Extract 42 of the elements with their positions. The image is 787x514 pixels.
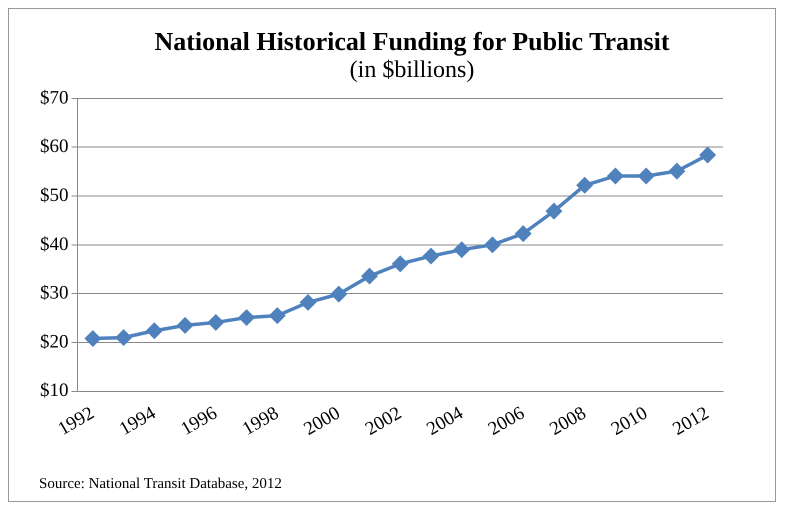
point — [270, 308, 286, 324]
point — [669, 163, 685, 179]
point — [484, 237, 500, 253]
point — [300, 294, 316, 310]
point — [608, 168, 624, 184]
y-tick-label: $20 — [40, 331, 68, 352]
y-tick-label: $30 — [40, 282, 68, 304]
point — [177, 318, 193, 334]
x-tick-label: 2010 — [608, 402, 652, 440]
x-tick-label: 1994 — [116, 402, 160, 440]
point — [700, 147, 716, 163]
point — [362, 268, 378, 284]
point — [576, 178, 592, 194]
point — [454, 242, 470, 258]
point — [208, 314, 224, 330]
chart-subtitle: (in $billions) — [348, 57, 476, 84]
y-tick-label: $60 — [40, 136, 68, 158]
x-tick-label: 2002 — [362, 402, 406, 440]
x-tick-label: 2004 — [423, 402, 468, 440]
point — [146, 322, 162, 338]
point — [331, 286, 347, 302]
source-note: Source: National Transit Database, 2012 — [39, 476, 282, 493]
x-tick-label: 2006 — [484, 402, 528, 440]
x-tick-label: 1996 — [177, 402, 221, 440]
point — [116, 330, 132, 346]
point — [638, 168, 654, 184]
x-tick-label: 2012 — [669, 402, 713, 440]
y-tick-label: $40 — [40, 234, 68, 255]
x-tick-label: 1992 — [54, 402, 98, 440]
x-tick-label: 2008 — [546, 402, 590, 440]
y-tick-label: $50 — [40, 185, 68, 206]
y-tick-label: $70 — [40, 87, 68, 108]
x-tick-label: 2000 — [300, 402, 344, 440]
point — [85, 330, 101, 346]
point — [546, 203, 562, 219]
point — [392, 256, 408, 272]
point — [238, 310, 254, 326]
point — [423, 248, 439, 264]
chart-title: National Historical Funding for Public Transit — [154, 27, 670, 57]
point — [515, 226, 531, 242]
x-tick-label: 1998 — [238, 402, 282, 440]
y-tick-label: $10 — [40, 380, 68, 402]
